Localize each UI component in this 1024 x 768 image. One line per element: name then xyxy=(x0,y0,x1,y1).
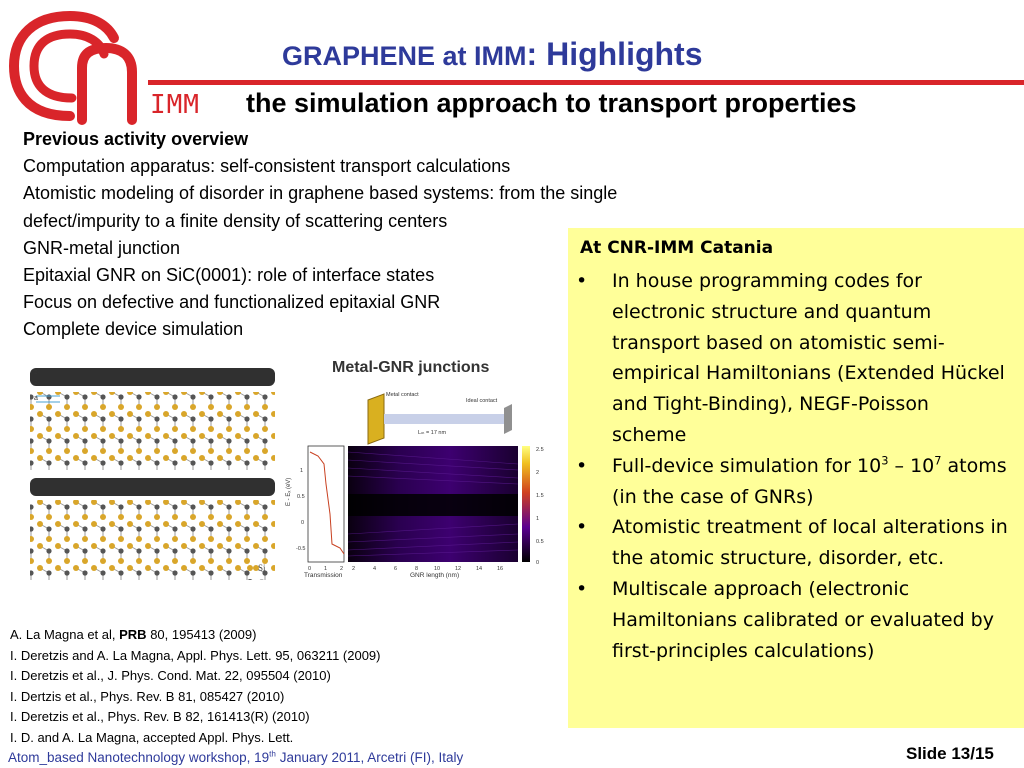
cnr-logo xyxy=(8,8,158,126)
x-tick: 6 xyxy=(394,566,397,572)
x-axis-label: GNR length (nm) xyxy=(410,572,459,579)
reference-item: I. D. and A. La Magna, accepted Appl. Ph… xyxy=(10,729,294,745)
y-tick: 1 xyxy=(300,468,303,474)
activity-line: Epitaxial GNR on SiC(0001): role of inte… xyxy=(23,265,435,286)
logo-imm-text: IMM xyxy=(150,90,200,120)
activity-line: Computation apparatus: self-consistent t… xyxy=(23,156,511,177)
figure-title: Metal-GNR junctions xyxy=(332,359,489,376)
activity-line: Complete device simulation xyxy=(23,319,244,340)
bullet-icon: • xyxy=(576,454,588,477)
colorbar-tick: 0.5 xyxy=(536,539,544,545)
reference-item: I. Deretzis and A. La Magna, Appl. Phys.… xyxy=(10,647,381,663)
layer-label: z₁ xyxy=(34,369,41,376)
reference-item: I. Dertzis et al., Phys. Rev. B 81, 0854… xyxy=(10,688,285,704)
colorbar-tick: 2 xyxy=(536,470,539,476)
atomistic-structure-image: z₁ z₀ a Si C xyxy=(30,368,275,588)
previous-activity-heading: Previous activity overview xyxy=(23,129,249,149)
atom-label-c: C xyxy=(258,578,264,580)
catania-box-title: At CNR-IMM Catania xyxy=(580,238,774,258)
activity-line: defect/impurity to a finite density of s… xyxy=(23,210,448,231)
colorbar-tick: 1.5 xyxy=(536,493,544,499)
x-tick: 8 xyxy=(415,566,418,572)
reference-item: I. Deretzis et al., Phys. Rev. B 82, 161… xyxy=(10,709,310,724)
x-tick: 16 xyxy=(497,566,503,572)
title-part-2: : Highlights xyxy=(526,36,703,72)
x-tick: 2 xyxy=(340,566,343,572)
bullet-icon: • xyxy=(576,516,588,539)
metal-contact-label: Metal contact xyxy=(386,392,419,398)
atom-label-si: Si xyxy=(258,563,266,573)
references-list: A. La Magna et al, PRB 80, 195413 (2009)… xyxy=(10,625,381,748)
x-tick: 0 xyxy=(308,566,311,572)
workshop-footer: Atom_based Nanotechnology workshop, 19th… xyxy=(8,749,464,765)
colorbar-tick: 2.5 xyxy=(536,447,544,453)
layer-label: a xyxy=(34,395,38,402)
bullet-text: Multiscale approach (electronic Hamilton… xyxy=(612,577,994,662)
slide-title: GRAPHENE at IMM: Highlights xyxy=(282,36,703,73)
title-part-1: GRAPHENE at IMM xyxy=(282,41,527,71)
y-tick: -0.5 xyxy=(296,546,305,552)
transmission-label: Transmission xyxy=(304,572,343,579)
layer-label: z₀ xyxy=(34,379,41,386)
activity-line: Focus on defective and functionalized ep… xyxy=(23,292,441,313)
bullet-icon: • xyxy=(576,270,588,292)
x-tick: 14 xyxy=(476,566,482,572)
colorbar-tick: 1 xyxy=(536,516,539,522)
x-tick: 4 xyxy=(373,566,376,572)
bullet-text: In house programming codes for electroni… xyxy=(612,270,1005,446)
colorbar-tick: 0 xyxy=(536,560,539,566)
bullet-icon: • xyxy=(576,577,588,600)
metal-gnr-figure: z₁ z₀ a Si C Metal-GNR junctions Metal c… xyxy=(0,344,590,588)
x-tick: 12 xyxy=(455,566,461,572)
y-tick: 0.5 xyxy=(297,494,305,500)
x-tick: 2 xyxy=(352,566,355,572)
junction-chart-panel: Metal-GNR junctions Metal contact Ideal … xyxy=(278,346,584,579)
list-item: • Multiscale approach (electronic Hamilt… xyxy=(568,574,1008,666)
list-item: • Atomistic treatment of local alteratio… xyxy=(568,512,1008,574)
list-item: • Full-device simulation for 103 – 107 a… xyxy=(568,451,1008,513)
slide-number: Slide 13/15 xyxy=(906,744,994,763)
y-axis-label: E - Eₓ (eV) xyxy=(286,478,292,506)
y-tick: 0 xyxy=(301,520,304,526)
x-tick: 10 xyxy=(434,566,440,572)
slide-subtitle: the simulation approach to transport pro… xyxy=(246,88,857,118)
reference-item: A. La Magna et al, PRB 80, 195413 (2009) xyxy=(10,627,257,642)
bullet-text: Atomistic treatment of local alterations… xyxy=(612,516,1008,570)
ideal-contact-label: Ideal contact xyxy=(466,398,498,404)
length-label: Lₘ = 17 nm xyxy=(418,430,446,436)
list-item: • In house programming codes for electro… xyxy=(568,266,1008,451)
bullet-text: Full-device simulation for 103 – 107 ato… xyxy=(612,453,1007,508)
activity-line: Atomistic modeling of disorder in graphe… xyxy=(23,183,618,204)
catania-info-box: At CNR-IMM Catania • In house programmin… xyxy=(568,228,1024,728)
previous-activity-block: Previous activity overview Computation a… xyxy=(23,126,783,344)
activity-line: GNR-metal junction xyxy=(23,237,181,258)
x-tick: 1 xyxy=(324,566,327,572)
reference-item: I. Deretzis et al., J. Phys. Cond. Mat. … xyxy=(10,668,331,683)
header-divider xyxy=(148,80,1024,85)
catania-bullet-list: • In house programming codes for electro… xyxy=(568,266,1008,666)
